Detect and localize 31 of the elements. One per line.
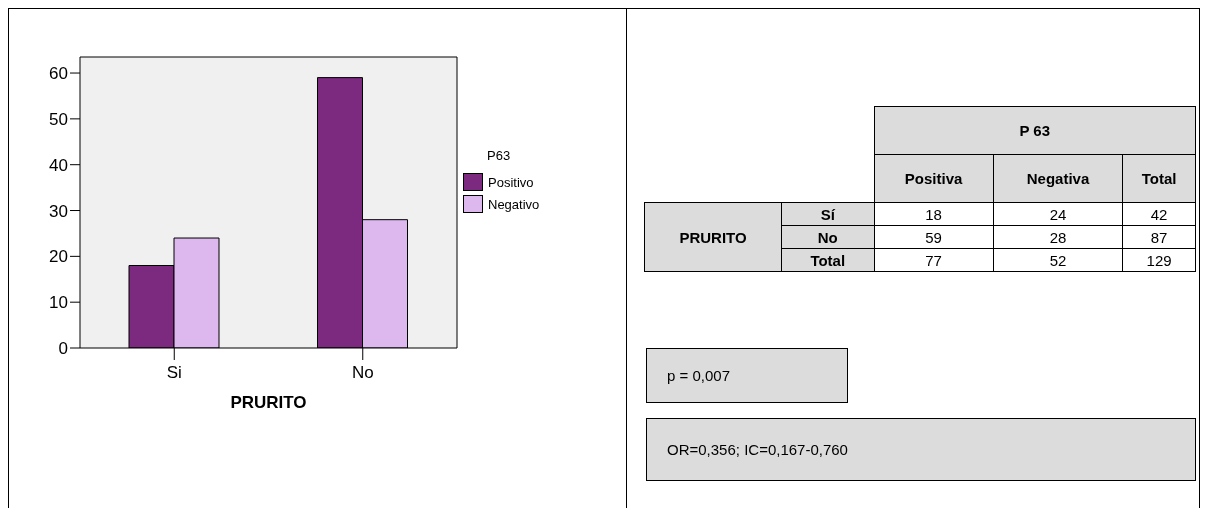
legend-label: Negativo: [488, 196, 540, 212]
text: 24: [993, 202, 1123, 226]
text: PRURITO: [644, 202, 782, 272]
legend-title: P63: [487, 148, 512, 163]
text: 87: [1122, 225, 1196, 249]
text: 42: [1122, 202, 1196, 226]
category-label: Negativa: [993, 154, 1123, 203]
text: P 63: [874, 106, 1196, 155]
x-tick-label: Si: [166, 363, 182, 383]
text: 77: [874, 248, 994, 272]
legend-label: Positivo: [488, 174, 534, 190]
text: 28: [993, 225, 1123, 249]
category-label: Sí: [820, 205, 835, 223]
text: p = 0,007: [646, 348, 848, 403]
category-label: Total: [1122, 154, 1196, 203]
text: OR=0,356; IC=0,167-0,760: [646, 418, 1196, 481]
text: 18: [874, 202, 994, 226]
y-tick-label: 60: [49, 64, 68, 84]
text: 52: [993, 248, 1123, 272]
y-tick-label: 0: [58, 339, 68, 359]
text: 129: [1122, 248, 1196, 272]
y-tick-label: 10: [49, 293, 68, 313]
x-axis-title: PRURITO: [230, 393, 307, 412]
category-label: No: [817, 228, 838, 246]
y-tick-label: 40: [49, 155, 68, 175]
y-tick-label: 50: [49, 109, 68, 129]
category-label: Total: [810, 251, 846, 269]
y-tick-label: 30: [49, 201, 68, 221]
y-tick-label: 20: [49, 247, 68, 267]
category-label: Positiva: [874, 154, 994, 203]
text: 59: [874, 225, 994, 249]
